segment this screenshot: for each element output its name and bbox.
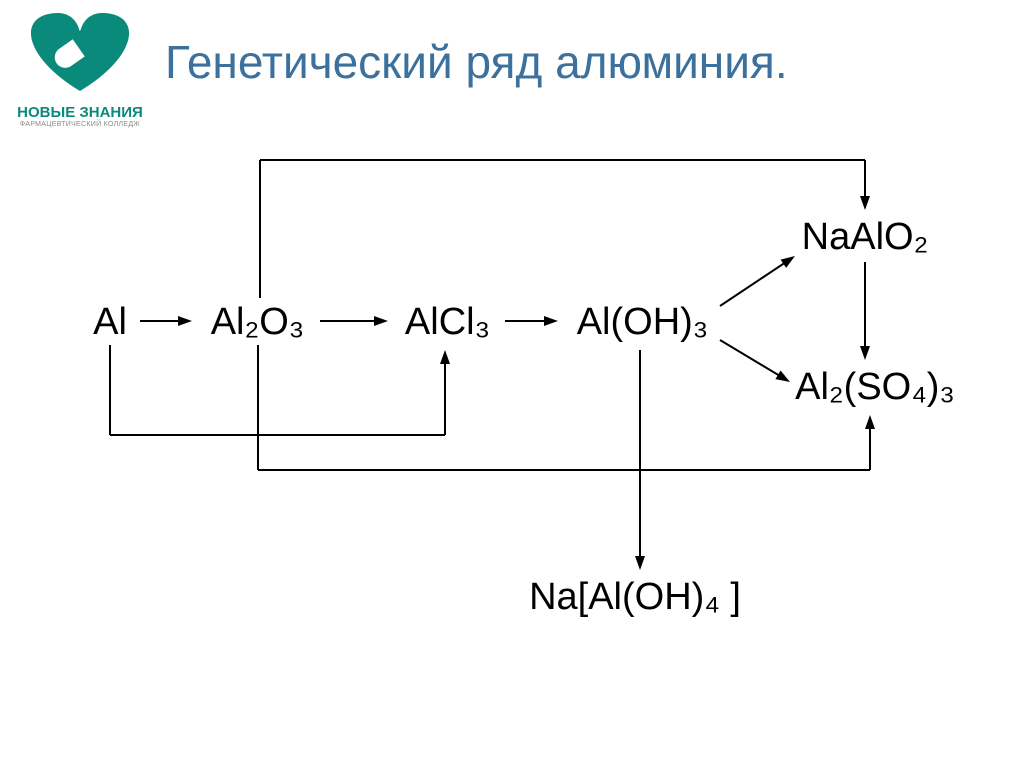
diagram-stage: НОВЫЕ ЗНАНИЯФАРМАЦЕВТИЧЕСКИЙ КОЛЛЕДЖГене… [0, 0, 1024, 767]
arrow-layer [0, 0, 1024, 767]
